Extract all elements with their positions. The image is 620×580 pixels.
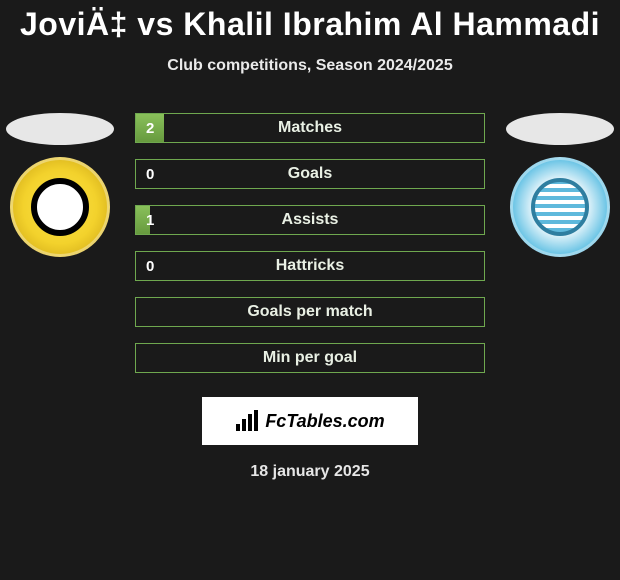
club-badge-left [10, 157, 110, 257]
snapshot-date: 18 january 2025 [0, 463, 620, 481]
attribution-badge: FcTables.com [202, 397, 418, 445]
club-badge-left-inner [31, 178, 89, 236]
stat-row: 2Matches [135, 113, 485, 143]
player-right [500, 113, 620, 257]
stat-row: 0Hattricks [135, 251, 485, 281]
stat-row: Goals per match [135, 297, 485, 327]
player-left [0, 113, 120, 257]
fctables-logo-icon [235, 410, 259, 432]
stat-label: Goals [136, 165, 484, 183]
stat-row: Min per goal [135, 343, 485, 373]
stat-label: Min per goal [136, 349, 484, 367]
stat-row: 0Goals [135, 159, 485, 189]
attribution-text: FcTables.com [265, 411, 384, 432]
subtitle: Club competitions, Season 2024/2025 [0, 57, 620, 75]
stat-row: 1Assists [135, 205, 485, 235]
page-title: JoviÄ‡ vs Khalil Ibrahim Al Hammadi [0, 0, 620, 43]
comparison-panel: 2Matches 0Goals 1Assists 0Hattricks Goals pe… [0, 113, 620, 393]
stat-label: Assists [136, 211, 484, 229]
player-silhouette-right [506, 113, 614, 145]
stats-table: 2Matches 0Goals 1Assists 0Hattricks Goals pe… [135, 113, 485, 389]
stat-label: Goals per match [136, 303, 484, 321]
stat-label: Hattricks [136, 257, 484, 275]
stat-label: Matches [136, 119, 484, 137]
player-silhouette-left [6, 113, 114, 145]
club-badge-right [510, 157, 610, 257]
club-badge-right-inner [531, 178, 589, 236]
